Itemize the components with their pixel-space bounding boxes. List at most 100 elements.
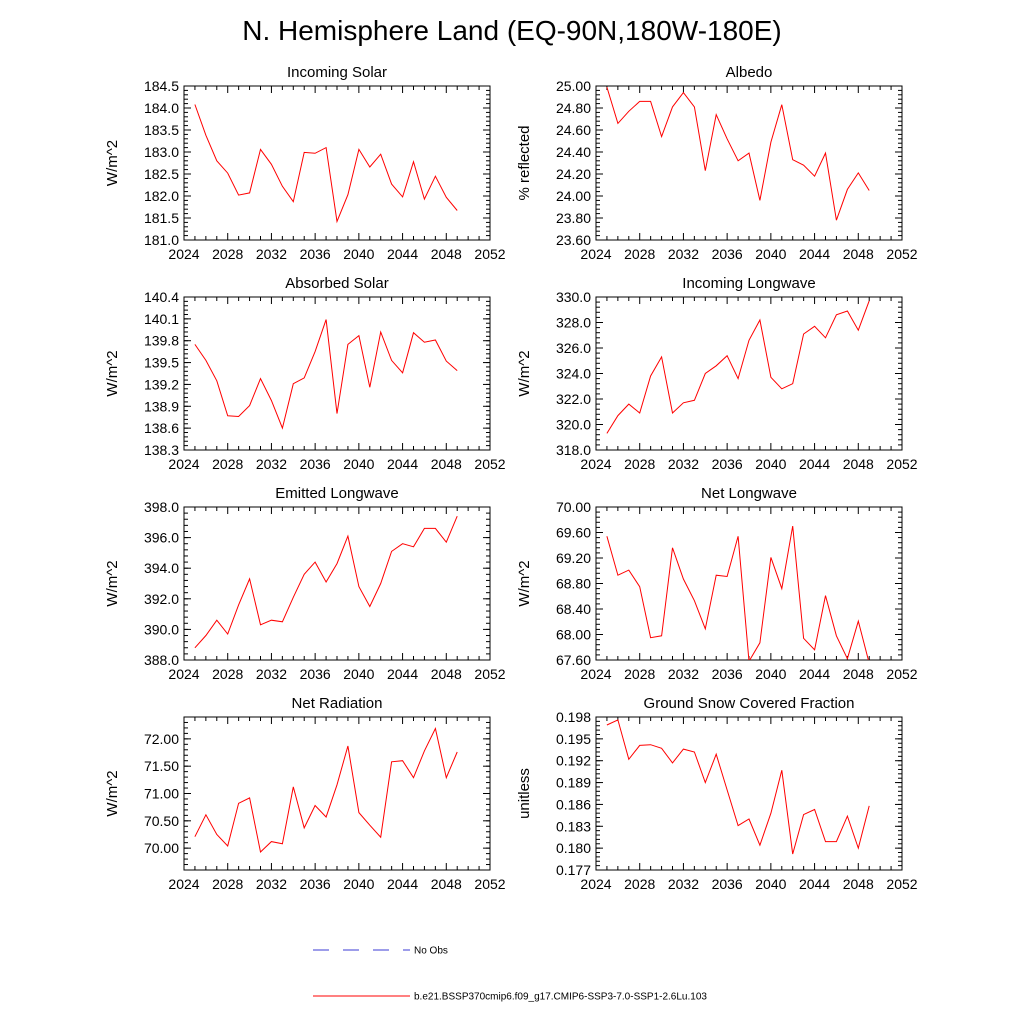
plot-frame [595, 296, 903, 451]
x-tick-label: 2048 [843, 666, 874, 682]
y-tick-label: 184.5 [144, 78, 179, 94]
x-tick-label: 2040 [755, 876, 786, 892]
y-tick-label: 318.0 [556, 442, 591, 458]
series-line [194, 726, 458, 853]
y-tick-label: 68.40 [556, 601, 591, 617]
y-tick-label: 322.0 [556, 391, 591, 407]
chart-panel: Net Radiation 2024 2028 2032 2036 2040 2044 204… [104, 695, 506, 892]
x-tick-label: 2048 [431, 666, 462, 682]
y-axis-label: W/m^2 [104, 770, 121, 816]
x-tick-label: 2044 [799, 246, 830, 262]
y-axis-label: W/m^2 [516, 560, 533, 606]
x-tick-label: 2036 [712, 666, 743, 682]
x-tick-label: 2052 [886, 246, 917, 262]
y-tick-label: 138.6 [144, 420, 179, 436]
x-tick-label: 2024 [168, 876, 199, 892]
y-tick-label: 67.60 [556, 652, 591, 668]
chart-panel: Net Longwave 2024 2028 2032 2036 2040 2044 2048… [516, 485, 918, 682]
x-tick-label: 2024 [168, 246, 199, 262]
y-tick-label: 0.195 [556, 731, 591, 747]
x-tick-label: 2048 [431, 876, 462, 892]
x-tick-label: 2036 [300, 876, 331, 892]
series-line [606, 86, 870, 221]
y-tick-label: 181.5 [144, 210, 179, 226]
x-tick-label: 2028 [212, 666, 243, 682]
series-line [606, 526, 869, 660]
y-tick-label: 24.60 [556, 122, 591, 138]
y-tick-label: 71.00 [144, 786, 179, 802]
y-tick-label: 24.80 [556, 100, 591, 116]
x-tick-label: 2048 [843, 456, 874, 472]
y-tick-label: 139.5 [144, 355, 179, 371]
panel-title: Net Longwave [701, 485, 797, 502]
y-axis-label: W/m^2 [104, 140, 121, 186]
x-tick-label: 2032 [668, 666, 699, 682]
y-tick-label: 139.8 [144, 333, 179, 349]
plot-frame [595, 716, 903, 871]
x-tick-label: 2052 [474, 246, 505, 262]
chart-panel: Albedo 2024 2028 2032 2036 2040 2044 2048 2052 23… [516, 64, 918, 262]
y-tick-label: 139.2 [144, 376, 179, 392]
x-tick-label: 2028 [212, 456, 243, 472]
x-tick-label: 2040 [343, 246, 374, 262]
x-tick-label: 2048 [843, 246, 874, 262]
x-tick-label: 2048 [431, 456, 462, 472]
y-tick-label: 72.00 [144, 731, 179, 747]
x-tick-label: 2052 [474, 666, 505, 682]
x-tick-label: 2052 [886, 666, 917, 682]
x-tick-label: 2052 [474, 876, 505, 892]
y-tick-label: 0.189 [556, 775, 591, 791]
series-line [194, 319, 458, 430]
y-tick-label: 69.60 [556, 525, 591, 541]
y-tick-label: 0.177 [556, 862, 591, 878]
y-axis-label: unitless [516, 768, 533, 819]
y-axis-label: W/m^2 [104, 350, 121, 396]
x-tick-label: 2028 [212, 876, 243, 892]
x-tick-label: 2044 [799, 876, 830, 892]
y-tick-label: 182.0 [144, 188, 179, 204]
legend-label-model-run: b.e21.BSSP370cmip6.f09_g17.CMIP6-SSP3-7.… [414, 992, 707, 1003]
plot-frame [183, 296, 491, 451]
x-tick-label: 2040 [343, 456, 374, 472]
plot-frame [183, 716, 491, 871]
x-tick-label: 2028 [624, 666, 655, 682]
y-tick-label: 68.00 [556, 627, 591, 643]
x-tick-label: 2036 [300, 456, 331, 472]
x-tick-label: 2028 [624, 456, 655, 472]
x-tick-label: 2024 [580, 246, 611, 262]
x-tick-label: 2024 [168, 666, 199, 682]
plot-frame [595, 85, 903, 241]
y-tick-label: 68.80 [556, 576, 591, 592]
x-tick-label: 2028 [624, 876, 655, 892]
chart-panel: Ground Snow Covered Fraction 2024 2028 2032… [516, 695, 918, 892]
legend: No Obs b.e21.BSSP370cmip6.f09_g17.CMIP6-… [313, 946, 707, 1003]
x-tick-label: 2036 [712, 876, 743, 892]
y-tick-label: 0.198 [556, 709, 591, 725]
x-tick-label: 2028 [212, 246, 243, 262]
x-tick-label: 2036 [300, 666, 331, 682]
chart-panel: Absorbed Solar 2024 2028 2032 2036 2040 2044 20… [104, 275, 506, 472]
y-tick-label: 23.80 [556, 210, 591, 226]
panel-title: Absorbed Solar [285, 275, 388, 292]
y-tick-label: 70.50 [144, 813, 179, 829]
y-tick-label: 396.0 [144, 530, 179, 546]
y-axis-label: % reflected [516, 125, 533, 200]
x-tick-label: 2024 [168, 456, 199, 472]
x-tick-label: 2032 [256, 456, 287, 472]
panel-title: Incoming Solar [287, 64, 387, 81]
y-tick-label: 0.180 [556, 840, 591, 856]
x-tick-label: 2024 [580, 666, 611, 682]
panel-title: Net Radiation [292, 695, 383, 712]
x-tick-label: 2052 [474, 456, 505, 472]
x-tick-label: 2040 [343, 876, 374, 892]
x-tick-label: 2040 [755, 246, 786, 262]
x-tick-label: 2024 [580, 456, 611, 472]
y-tick-label: 330.0 [556, 289, 591, 305]
x-tick-label: 2048 [431, 246, 462, 262]
plot-frame [183, 506, 491, 661]
x-tick-label: 2024 [580, 876, 611, 892]
x-tick-label: 2044 [387, 666, 418, 682]
panel-title: Emitted Longwave [275, 485, 398, 502]
y-tick-label: 390.0 [144, 621, 179, 637]
y-tick-label: 394.0 [144, 560, 179, 576]
